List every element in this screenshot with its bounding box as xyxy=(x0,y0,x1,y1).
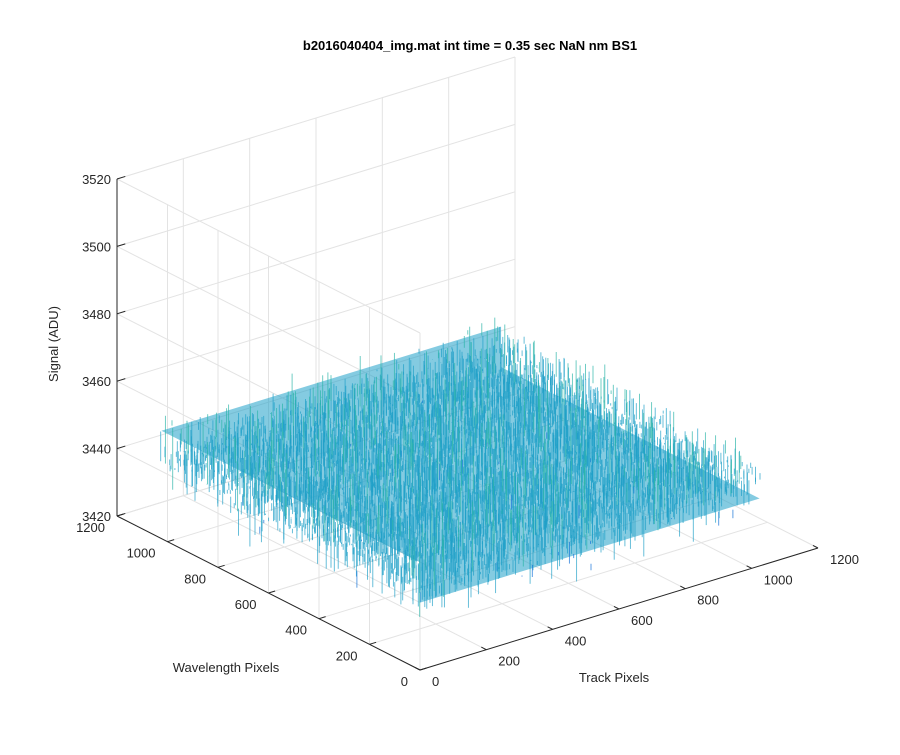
surface-layer xyxy=(161,318,760,617)
